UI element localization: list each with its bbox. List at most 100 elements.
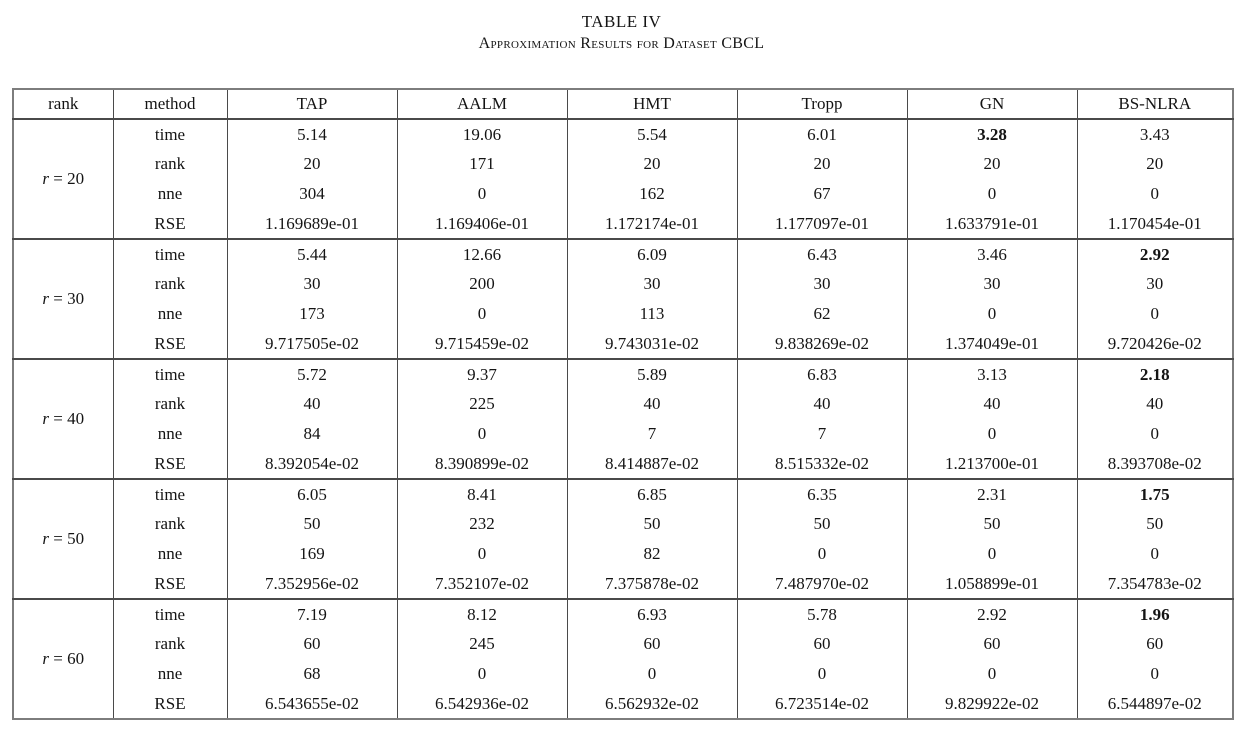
value-cell: 6.85 xyxy=(566,479,738,509)
table-row: nne 173 0 113 62 0 0 xyxy=(13,299,1234,329)
value-cell: 9.838269e-02 xyxy=(736,329,908,359)
value-cell: 40 xyxy=(906,389,1078,419)
value-cell: 162 xyxy=(566,179,738,209)
value-cell: 0 xyxy=(736,539,908,569)
value-cell: 0 xyxy=(396,299,568,329)
value-cell: 19.06 xyxy=(396,119,568,149)
value-cell: 8.390899e-02 xyxy=(396,449,568,479)
metric-label: RSE xyxy=(112,329,228,359)
value-cell: 30 xyxy=(1076,269,1234,299)
table-row: RSE 8.392054e-02 8.390899e-02 8.414887e-02 8… xyxy=(13,449,1234,479)
value-cell: 40 xyxy=(566,389,738,419)
metric-label: time xyxy=(112,119,228,149)
value-cell: 200 xyxy=(396,269,568,299)
table-header: rank method TAP AALM HMT Tropp GN BS-NLRA xyxy=(12,89,1234,119)
value-cell: 7 xyxy=(736,419,908,449)
value-cell: 6.01 xyxy=(736,119,908,149)
value-cell: 60 xyxy=(906,629,1078,659)
value-cell: 6.09 xyxy=(566,239,738,269)
table-row: RSE 1.169689e-01 1.169406e-01 1.172174e-01 1… xyxy=(13,209,1234,239)
value-cell: 7 xyxy=(566,419,738,449)
value-cell: 20 xyxy=(906,149,1078,179)
metric-label: time xyxy=(112,479,228,509)
rank-group-label: r = 50 xyxy=(12,479,114,599)
value-cell: 6.43 xyxy=(736,239,908,269)
value-cell: 0 xyxy=(1076,659,1234,689)
value-cell: 5.54 xyxy=(566,119,738,149)
value-cell: 0 xyxy=(1076,539,1234,569)
value-cell: 60 xyxy=(736,629,908,659)
metric-label: rank xyxy=(112,629,228,659)
value-cell: 50 xyxy=(1076,509,1234,539)
value-cell: 304 xyxy=(226,179,398,209)
value-cell: 8.393708e-02 xyxy=(1076,449,1234,479)
value-cell: 0 xyxy=(906,299,1078,329)
value-cell: 20 xyxy=(566,149,738,179)
metric-label: RSE xyxy=(112,689,228,719)
column-header-gn: GN xyxy=(906,89,1078,119)
value-cell: 0 xyxy=(1076,299,1234,329)
metric-label: RSE xyxy=(112,449,228,479)
column-header-hmt: HMT xyxy=(566,89,738,119)
value-cell: 6.93 xyxy=(566,599,738,629)
results-table: rank method TAP AALM HMT Tropp GN BS-NLRA r = 2… xyxy=(12,88,1234,720)
value-cell: 6.544897e-02 xyxy=(1076,689,1234,719)
value-cell: 7.352107e-02 xyxy=(396,569,568,599)
value-cell: 171 xyxy=(396,149,568,179)
metric-label: RSE xyxy=(112,569,228,599)
value-cell: 0 xyxy=(1076,179,1234,209)
column-header-method: method xyxy=(112,89,228,119)
value-cell: 1.374049e-01 xyxy=(906,329,1078,359)
value-cell: 30 xyxy=(226,269,398,299)
value-cell: 2.18 xyxy=(1076,359,1234,389)
value-cell: 0 xyxy=(906,419,1078,449)
value-cell: 50 xyxy=(736,509,908,539)
value-cell: 8.414887e-02 xyxy=(566,449,738,479)
value-cell: 60 xyxy=(1076,629,1234,659)
value-cell: 30 xyxy=(566,269,738,299)
value-cell: 2.31 xyxy=(906,479,1078,509)
value-cell: 169 xyxy=(226,539,398,569)
table-row: nne 304 0 162 67 0 0 xyxy=(13,179,1234,209)
metric-label: rank xyxy=(112,509,228,539)
value-cell: 113 xyxy=(566,299,738,329)
value-cell: 50 xyxy=(226,509,398,539)
value-cell: 0 xyxy=(906,659,1078,689)
value-cell: 40 xyxy=(1076,389,1234,419)
value-cell: 9.37 xyxy=(396,359,568,389)
rank-group-label: r = 40 xyxy=(12,359,114,479)
value-cell: 3.43 xyxy=(1076,119,1234,149)
metric-label: nne xyxy=(112,179,228,209)
column-header-tap: TAP xyxy=(226,89,398,119)
table-row: r = 50 time 6.05 8.41 6.85 6.35 2.31 1.75 xyxy=(12,479,1234,599)
table-row: r = 60 time 7.19 8.12 6.93 5.78 2.92 1.96 xyxy=(12,599,1234,719)
metric-label: rank xyxy=(112,149,228,179)
table-row: RSE 7.352956e-02 7.352107e-02 7.375878e-02 7… xyxy=(13,569,1234,599)
value-cell: 7.354783e-02 xyxy=(1076,569,1234,599)
value-cell: 0 xyxy=(906,539,1078,569)
table-row: r = 40 time 5.72 9.37 5.89 6.83 3.13 2.18 xyxy=(12,359,1234,479)
value-cell: 5.78 xyxy=(736,599,908,629)
value-cell: 1.177097e-01 xyxy=(736,209,908,239)
value-cell: 7.19 xyxy=(226,599,398,629)
value-cell: 9.720426e-02 xyxy=(1076,329,1234,359)
value-cell: 20 xyxy=(736,149,908,179)
value-cell: 20 xyxy=(226,149,398,179)
value-cell: 60 xyxy=(566,629,738,659)
table-row: r = 20 time 5.14 19.06 5.54 6.01 3.28 3.43 xyxy=(12,119,1234,239)
value-cell: 12.66 xyxy=(396,239,568,269)
value-cell: 7.352956e-02 xyxy=(226,569,398,599)
column-header-aalm: AALM xyxy=(396,89,568,119)
value-cell: 0 xyxy=(396,179,568,209)
table-body: r = 20 time 5.14 19.06 5.54 6.01 3.28 3.43 rank 2… xyxy=(12,119,1234,719)
metric-label: rank xyxy=(112,389,228,419)
value-cell: 6.35 xyxy=(736,479,908,509)
value-cell: 68 xyxy=(226,659,398,689)
table-row: nne 169 0 82 0 0 0 xyxy=(13,539,1234,569)
value-cell: 6.562932e-02 xyxy=(566,689,738,719)
value-cell: 30 xyxy=(906,269,1078,299)
value-cell: 0 xyxy=(396,539,568,569)
metric-label: nne xyxy=(112,299,228,329)
table-row: rank 30 200 30 30 30 30 xyxy=(13,269,1234,299)
value-cell: 84 xyxy=(226,419,398,449)
